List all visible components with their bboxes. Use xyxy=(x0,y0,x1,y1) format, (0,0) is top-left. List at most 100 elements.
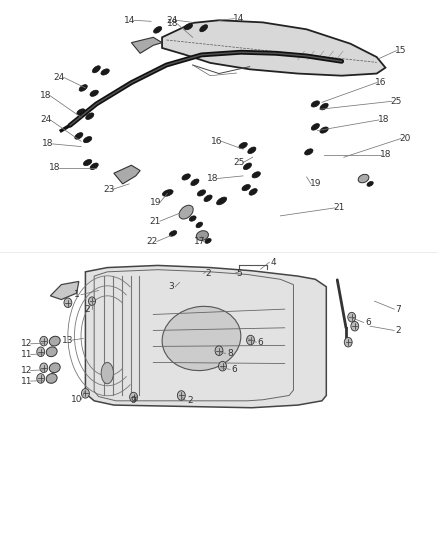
Circle shape xyxy=(64,298,72,308)
Polygon shape xyxy=(85,265,326,408)
Ellipse shape xyxy=(304,149,313,155)
Text: 1: 1 xyxy=(74,290,80,299)
Text: 2: 2 xyxy=(188,397,193,405)
Text: 20: 20 xyxy=(399,134,411,143)
Text: 16: 16 xyxy=(375,78,387,87)
Text: 3: 3 xyxy=(168,282,174,291)
Ellipse shape xyxy=(182,174,191,180)
Ellipse shape xyxy=(49,336,60,346)
Ellipse shape xyxy=(77,109,85,115)
Text: 18: 18 xyxy=(378,116,389,124)
Text: 23: 23 xyxy=(103,185,114,193)
Ellipse shape xyxy=(311,101,320,107)
Text: 7: 7 xyxy=(396,305,402,313)
Ellipse shape xyxy=(92,66,100,73)
Text: 18: 18 xyxy=(42,140,54,148)
Text: 16: 16 xyxy=(211,137,223,146)
Circle shape xyxy=(37,347,45,357)
Circle shape xyxy=(37,374,45,383)
Text: 4: 4 xyxy=(271,258,276,266)
Polygon shape xyxy=(50,281,79,300)
Ellipse shape xyxy=(101,69,110,75)
Ellipse shape xyxy=(179,205,193,219)
Circle shape xyxy=(247,335,254,345)
Ellipse shape xyxy=(90,163,98,169)
Ellipse shape xyxy=(244,163,251,169)
Ellipse shape xyxy=(184,23,193,30)
Ellipse shape xyxy=(196,231,208,240)
Text: 24: 24 xyxy=(53,73,65,82)
Ellipse shape xyxy=(79,85,87,91)
Polygon shape xyxy=(162,20,385,76)
Text: 5: 5 xyxy=(236,269,242,278)
Text: 11: 11 xyxy=(21,377,32,385)
Text: 6: 6 xyxy=(231,365,237,374)
Circle shape xyxy=(88,297,95,305)
Ellipse shape xyxy=(200,25,208,32)
Ellipse shape xyxy=(101,362,113,384)
Ellipse shape xyxy=(169,231,177,236)
Ellipse shape xyxy=(358,174,369,183)
Text: 17: 17 xyxy=(194,237,205,246)
Circle shape xyxy=(215,346,223,356)
Ellipse shape xyxy=(191,179,199,185)
Ellipse shape xyxy=(367,181,373,187)
Text: 15: 15 xyxy=(395,46,406,55)
Ellipse shape xyxy=(204,195,212,201)
Ellipse shape xyxy=(197,190,206,196)
Text: 2: 2 xyxy=(205,269,211,278)
Circle shape xyxy=(177,391,185,400)
Text: 11: 11 xyxy=(21,350,32,359)
Text: 2: 2 xyxy=(85,305,90,313)
Ellipse shape xyxy=(162,190,173,196)
Ellipse shape xyxy=(252,172,261,178)
Ellipse shape xyxy=(320,127,328,133)
Text: 10: 10 xyxy=(71,395,82,404)
Ellipse shape xyxy=(216,197,227,205)
Text: 24: 24 xyxy=(40,116,52,124)
Text: 6: 6 xyxy=(365,318,371,327)
Ellipse shape xyxy=(46,374,57,383)
Polygon shape xyxy=(131,37,162,53)
Text: 2: 2 xyxy=(396,326,401,335)
Text: 21: 21 xyxy=(334,204,345,212)
Circle shape xyxy=(351,321,359,331)
Circle shape xyxy=(219,361,226,371)
Text: 19: 19 xyxy=(310,180,321,188)
Text: 22: 22 xyxy=(147,237,158,246)
Ellipse shape xyxy=(320,103,328,110)
Circle shape xyxy=(344,337,352,347)
Text: 18: 18 xyxy=(49,164,60,172)
Text: 18: 18 xyxy=(207,174,218,183)
Ellipse shape xyxy=(311,124,319,130)
Ellipse shape xyxy=(83,136,92,143)
Text: 9: 9 xyxy=(131,397,137,405)
Ellipse shape xyxy=(49,363,60,373)
Text: 25: 25 xyxy=(391,97,402,106)
Text: 24: 24 xyxy=(166,16,177,25)
Text: 6: 6 xyxy=(258,338,264,346)
Circle shape xyxy=(130,392,138,402)
Circle shape xyxy=(81,389,89,398)
Text: 18: 18 xyxy=(40,92,52,100)
Ellipse shape xyxy=(205,238,211,244)
Text: 25: 25 xyxy=(233,158,244,167)
Ellipse shape xyxy=(86,113,94,119)
Circle shape xyxy=(40,336,48,346)
Text: 18: 18 xyxy=(167,20,179,28)
Ellipse shape xyxy=(162,306,241,370)
Polygon shape xyxy=(114,165,140,184)
Ellipse shape xyxy=(154,27,162,33)
Ellipse shape xyxy=(196,222,202,228)
Ellipse shape xyxy=(189,216,196,221)
Ellipse shape xyxy=(239,142,247,149)
Text: 12: 12 xyxy=(21,366,32,375)
Ellipse shape xyxy=(249,189,257,195)
Circle shape xyxy=(348,312,356,322)
Ellipse shape xyxy=(46,347,57,357)
Text: 18: 18 xyxy=(380,150,391,159)
Text: 14: 14 xyxy=(124,16,135,25)
Ellipse shape xyxy=(83,159,92,166)
Text: 21: 21 xyxy=(150,217,161,225)
Circle shape xyxy=(40,363,48,373)
